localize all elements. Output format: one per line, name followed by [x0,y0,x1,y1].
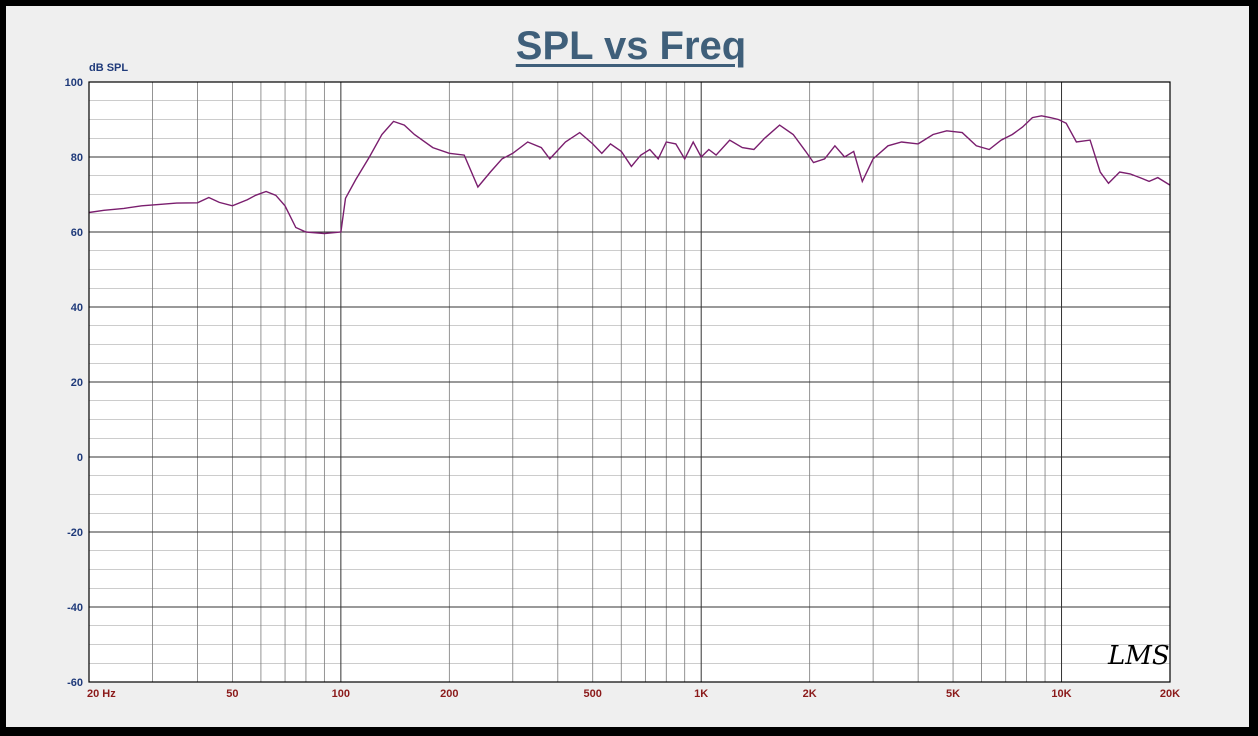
y-tick-label: 60 [71,227,83,239]
x-tick-label: 50 [226,688,238,700]
y-tick-label: 40 [71,302,83,314]
y-tick-label: -20 [67,527,83,539]
x-tick-label: 1K [694,688,708,700]
x-tick-label: 10K [1051,688,1071,700]
series-spl-line [88,115,1171,235]
y-tick-label: -40 [67,602,83,614]
y-tick-label: 100 [65,77,83,89]
y-axis-label: dB SPL [89,62,128,74]
x-tick-label: 20 Hz [87,688,116,700]
y-tick-label: -60 [67,677,83,689]
x-tick-label: 500 [584,688,602,700]
minor-grid [89,82,1170,682]
x-tick-label: 2K [803,688,817,700]
plot-border [88,81,1171,683]
lms-watermark: LMS [1107,641,1170,671]
y-axis-ticks: 100 80 60 40 20 0 -20 -40 -60 [65,77,83,689]
y-tick-label: 20 [71,377,83,389]
x-tick-label: 200 [440,688,458,700]
y-tick-label: 80 [71,152,83,164]
major-grid [89,82,1170,682]
x-axis-ticks: 20 Hz 50 100 200 500 1K 2K 5K 10K 20K [87,688,1180,700]
y-tick-label: 0 [77,452,83,464]
x-tick-label: 5K [946,688,960,700]
chart-title: SPL vs Freq [515,24,747,68]
x-tick-label: 20K [1160,688,1180,700]
x-tick-label: 100 [332,688,350,700]
